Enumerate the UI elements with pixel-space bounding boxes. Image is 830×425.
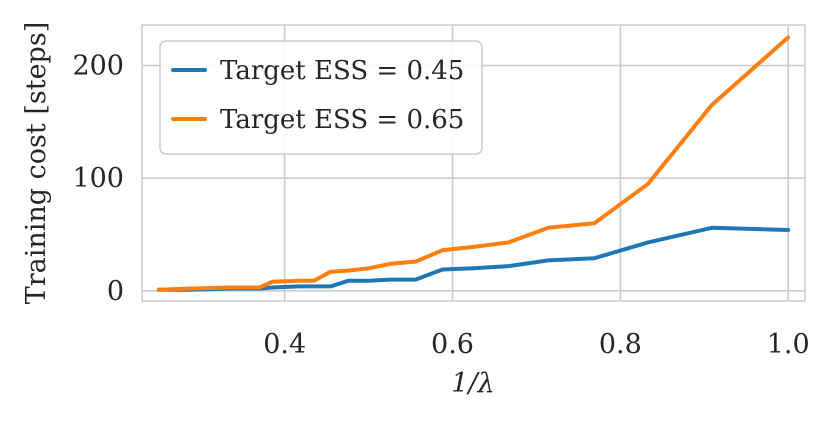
x-tick-label: 0.6 <box>431 329 474 360</box>
x-tick-label: 1.0 <box>767 329 810 360</box>
legend-entry-0: Target ESS = 0.45 <box>220 56 464 86</box>
y-axis-label: Training cost [steps] <box>21 22 52 305</box>
x-axis-label: 1/λ <box>451 368 494 399</box>
plot-frame <box>141 24 806 302</box>
x-tick-label: 0.4 <box>263 329 306 360</box>
tick-labels: 0.4 0.6 0.8 1.0 0 100 200 <box>72 51 809 360</box>
y-tick-label: 200 <box>72 51 124 82</box>
series-line-1 <box>156 35 791 292</box>
legend: Target ESS = 0.45 Target ESS = 0.65 <box>159 40 483 155</box>
legend-entry-1: Target ESS = 0.65 <box>220 105 464 135</box>
series-line-0 <box>156 225 791 292</box>
series-lines <box>156 35 791 292</box>
y-tick-label: 100 <box>72 163 124 194</box>
legend-box <box>159 40 483 155</box>
y-tick-label: 0 <box>107 276 124 307</box>
x-tick-label: 0.8 <box>599 329 642 360</box>
